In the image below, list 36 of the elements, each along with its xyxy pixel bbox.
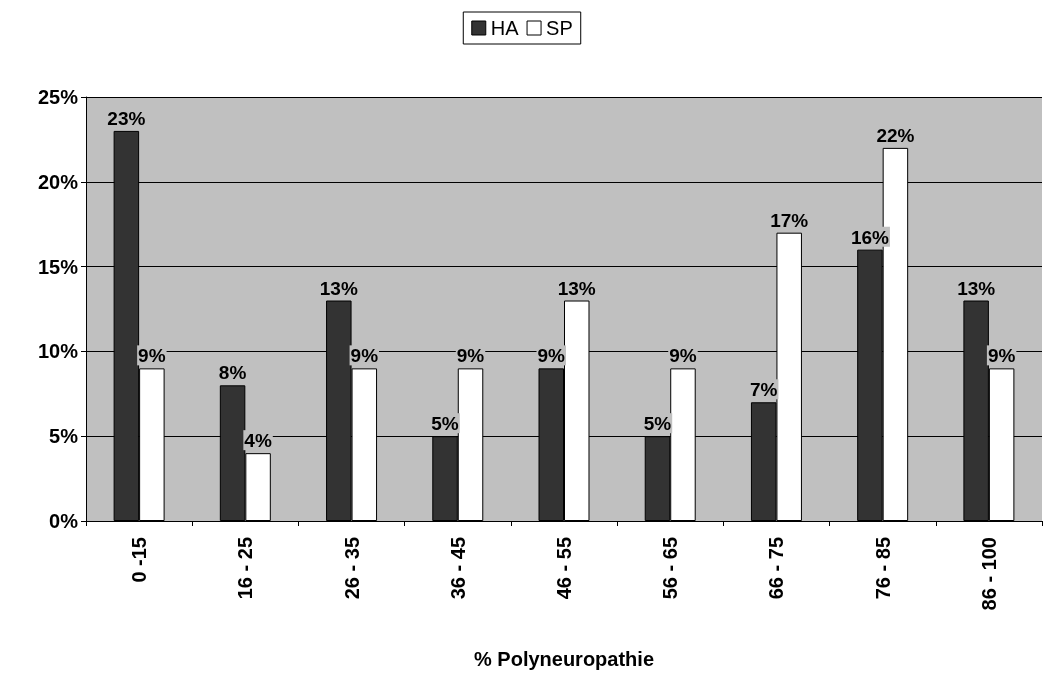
data-label: 9% bbox=[350, 345, 379, 367]
x-tick-label: 66 - 75 bbox=[765, 537, 788, 600]
x-tick-label: 56 - 65 bbox=[659, 537, 682, 600]
x-axis-title: % Polyneuropathie bbox=[473, 648, 655, 670]
data-label: 13% bbox=[319, 277, 358, 299]
x-tick-label: 36 - 45 bbox=[446, 537, 469, 600]
x-tick-label: 76 - 85 bbox=[871, 537, 894, 600]
data-label: 16% bbox=[850, 226, 890, 248]
data-label: 13% bbox=[557, 277, 596, 299]
data-label: 9% bbox=[456, 345, 485, 367]
data-label: 5% bbox=[431, 413, 459, 435]
data-label: 8% bbox=[218, 362, 247, 384]
y-tick-label: 15% bbox=[37, 255, 79, 278]
y-tick-label: 0% bbox=[49, 510, 79, 532]
x-tick-label: 0 -15 bbox=[128, 537, 151, 583]
data-label: 9% bbox=[537, 345, 566, 367]
legend-label: SP bbox=[546, 17, 573, 39]
data-label: 9% bbox=[669, 345, 697, 367]
x-tick-label: 16 - 25 bbox=[234, 537, 257, 600]
x-tick-label: 46 - 55 bbox=[553, 537, 575, 600]
data-label: 22% bbox=[876, 124, 915, 146]
data-label: 5% bbox=[643, 413, 672, 435]
data-label: 9% bbox=[138, 345, 166, 367]
y-tick-label: 5% bbox=[49, 425, 79, 448]
x-tick-label: 26 - 35 bbox=[340, 537, 363, 600]
data-label: 9% bbox=[987, 345, 1016, 367]
data-label: 17% bbox=[770, 209, 809, 231]
data-label: 7% bbox=[749, 379, 778, 401]
y-tick-label: 25% bbox=[37, 86, 79, 108]
data-label: 23% bbox=[107, 107, 146, 129]
x-tick-label: 86 - 100 bbox=[977, 537, 1000, 611]
y-tick-label: 10% bbox=[37, 340, 79, 363]
data-label: 13% bbox=[957, 277, 996, 299]
legend-label: HA bbox=[490, 17, 520, 39]
data-label: 4% bbox=[244, 430, 272, 452]
y-tick-label: 20% bbox=[37, 170, 79, 193]
